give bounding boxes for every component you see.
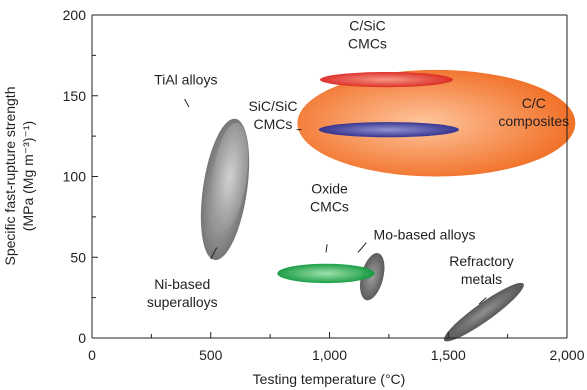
x-tick-label: 500 [199, 347, 223, 363]
region-label-c-c-composites: C/C [522, 95, 546, 111]
region-sic-sic-cmcs [318, 122, 459, 138]
region-label-oxide-cmcs: CMCs [310, 198, 349, 214]
region-label-c-sic-cmcs: C/SiC [349, 17, 386, 33]
regions-layer [200, 69, 576, 342]
leader-line-mo-based-alloys [357, 242, 367, 253]
region-label-mo-based-alloys: Mo-based alloys [374, 227, 476, 243]
x-tick-label: 1,000 [312, 347, 347, 363]
region-refractory-metals [443, 282, 524, 342]
region-c-c-composites [297, 69, 576, 177]
x-tick-label: 0 [88, 347, 96, 363]
leader-line-tial-alloys [184, 98, 190, 108]
region-label-ni-based-superalloys: Ni-based [154, 276, 210, 292]
region-labels: Ni-based superalloys TiAl alloys Mo-based a… [147, 17, 569, 309]
y-tick-label: 100 [63, 169, 87, 185]
region-label-refractory-metals: metals [461, 271, 502, 287]
region-label-c-sic-cmcs: CMCs [348, 35, 387, 51]
region-oxide-cmcs [277, 263, 375, 284]
x-axis-title: Testing temperature (°C) [253, 371, 406, 387]
leader-line-refractory-metals [478, 297, 487, 305]
region-tial-alloys [211, 122, 249, 231]
ticks: 0 500 1,000 1,500 2,000 0 50 100 150 200 [63, 7, 585, 363]
x-tick-label: 1,500 [431, 347, 466, 363]
region-label-oxide-cmcs: Oxide [311, 180, 348, 196]
region-label-ni-based-superalloys: superalloys [147, 294, 218, 310]
region-label-sic-sic-cmcs: SiC/SiC [248, 98, 297, 114]
leader-line-oxide-cmcs [325, 244, 328, 253]
x-tick-label: 2,000 [549, 347, 584, 363]
region-label-tial-alloys: TiAl alloys [154, 72, 217, 88]
region-mo-based-alloys [360, 253, 385, 301]
region-label-refractory-metals: Refractory [449, 253, 514, 269]
y-tick-label: 200 [63, 7, 87, 23]
y-axis-title-line-1: Specific fast-rupture strength [2, 87, 18, 266]
y-axis-title-line-2: (MPa (Mg m⁻³)⁻¹) [20, 121, 36, 231]
y-tick-label: 50 [70, 249, 86, 265]
region-label-sic-sic-cmcs: CMCs [254, 116, 293, 132]
y-tick-label: 0 [78, 330, 86, 346]
region-label-c-c-composites: composites [498, 113, 569, 129]
leader-lines [184, 98, 487, 305]
region-c-sic-cmcs [320, 72, 453, 88]
leader-line-ni-based-superalloys [210, 247, 218, 260]
y-tick-label: 150 [63, 88, 87, 104]
